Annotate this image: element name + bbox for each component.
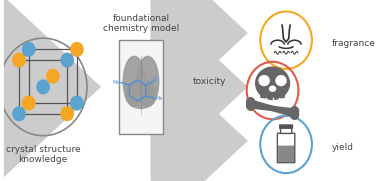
FancyBboxPatch shape [260,87,285,98]
Ellipse shape [270,86,276,91]
Ellipse shape [137,56,159,107]
Text: Me: Me [155,96,163,102]
FancyBboxPatch shape [119,40,163,134]
Text: fragrance: fragrance [332,39,376,48]
Text: yield: yield [332,144,354,152]
Circle shape [37,80,49,94]
Circle shape [246,101,255,110]
Circle shape [46,69,59,83]
FancyBboxPatch shape [277,133,295,163]
Text: foundational
chemistry model: foundational chemistry model [103,14,179,33]
Circle shape [71,96,83,110]
Circle shape [61,53,73,67]
Ellipse shape [123,56,145,107]
Ellipse shape [276,76,286,86]
Circle shape [71,43,83,56]
Text: Me: Me [113,79,120,85]
Circle shape [23,43,35,56]
Circle shape [13,107,25,121]
Text: toxicity: toxicity [193,77,226,86]
Ellipse shape [126,80,156,108]
FancyBboxPatch shape [278,146,294,162]
Ellipse shape [259,76,269,86]
Circle shape [290,110,299,119]
Circle shape [246,98,255,107]
Circle shape [290,107,299,116]
Ellipse shape [256,67,290,100]
Circle shape [61,107,73,121]
Text: O: O [153,77,157,82]
Circle shape [13,53,25,67]
FancyBboxPatch shape [280,125,293,128]
FancyBboxPatch shape [280,128,292,133]
Text: crystal structure
knowledge: crystal structure knowledge [6,145,81,164]
Circle shape [23,96,35,110]
